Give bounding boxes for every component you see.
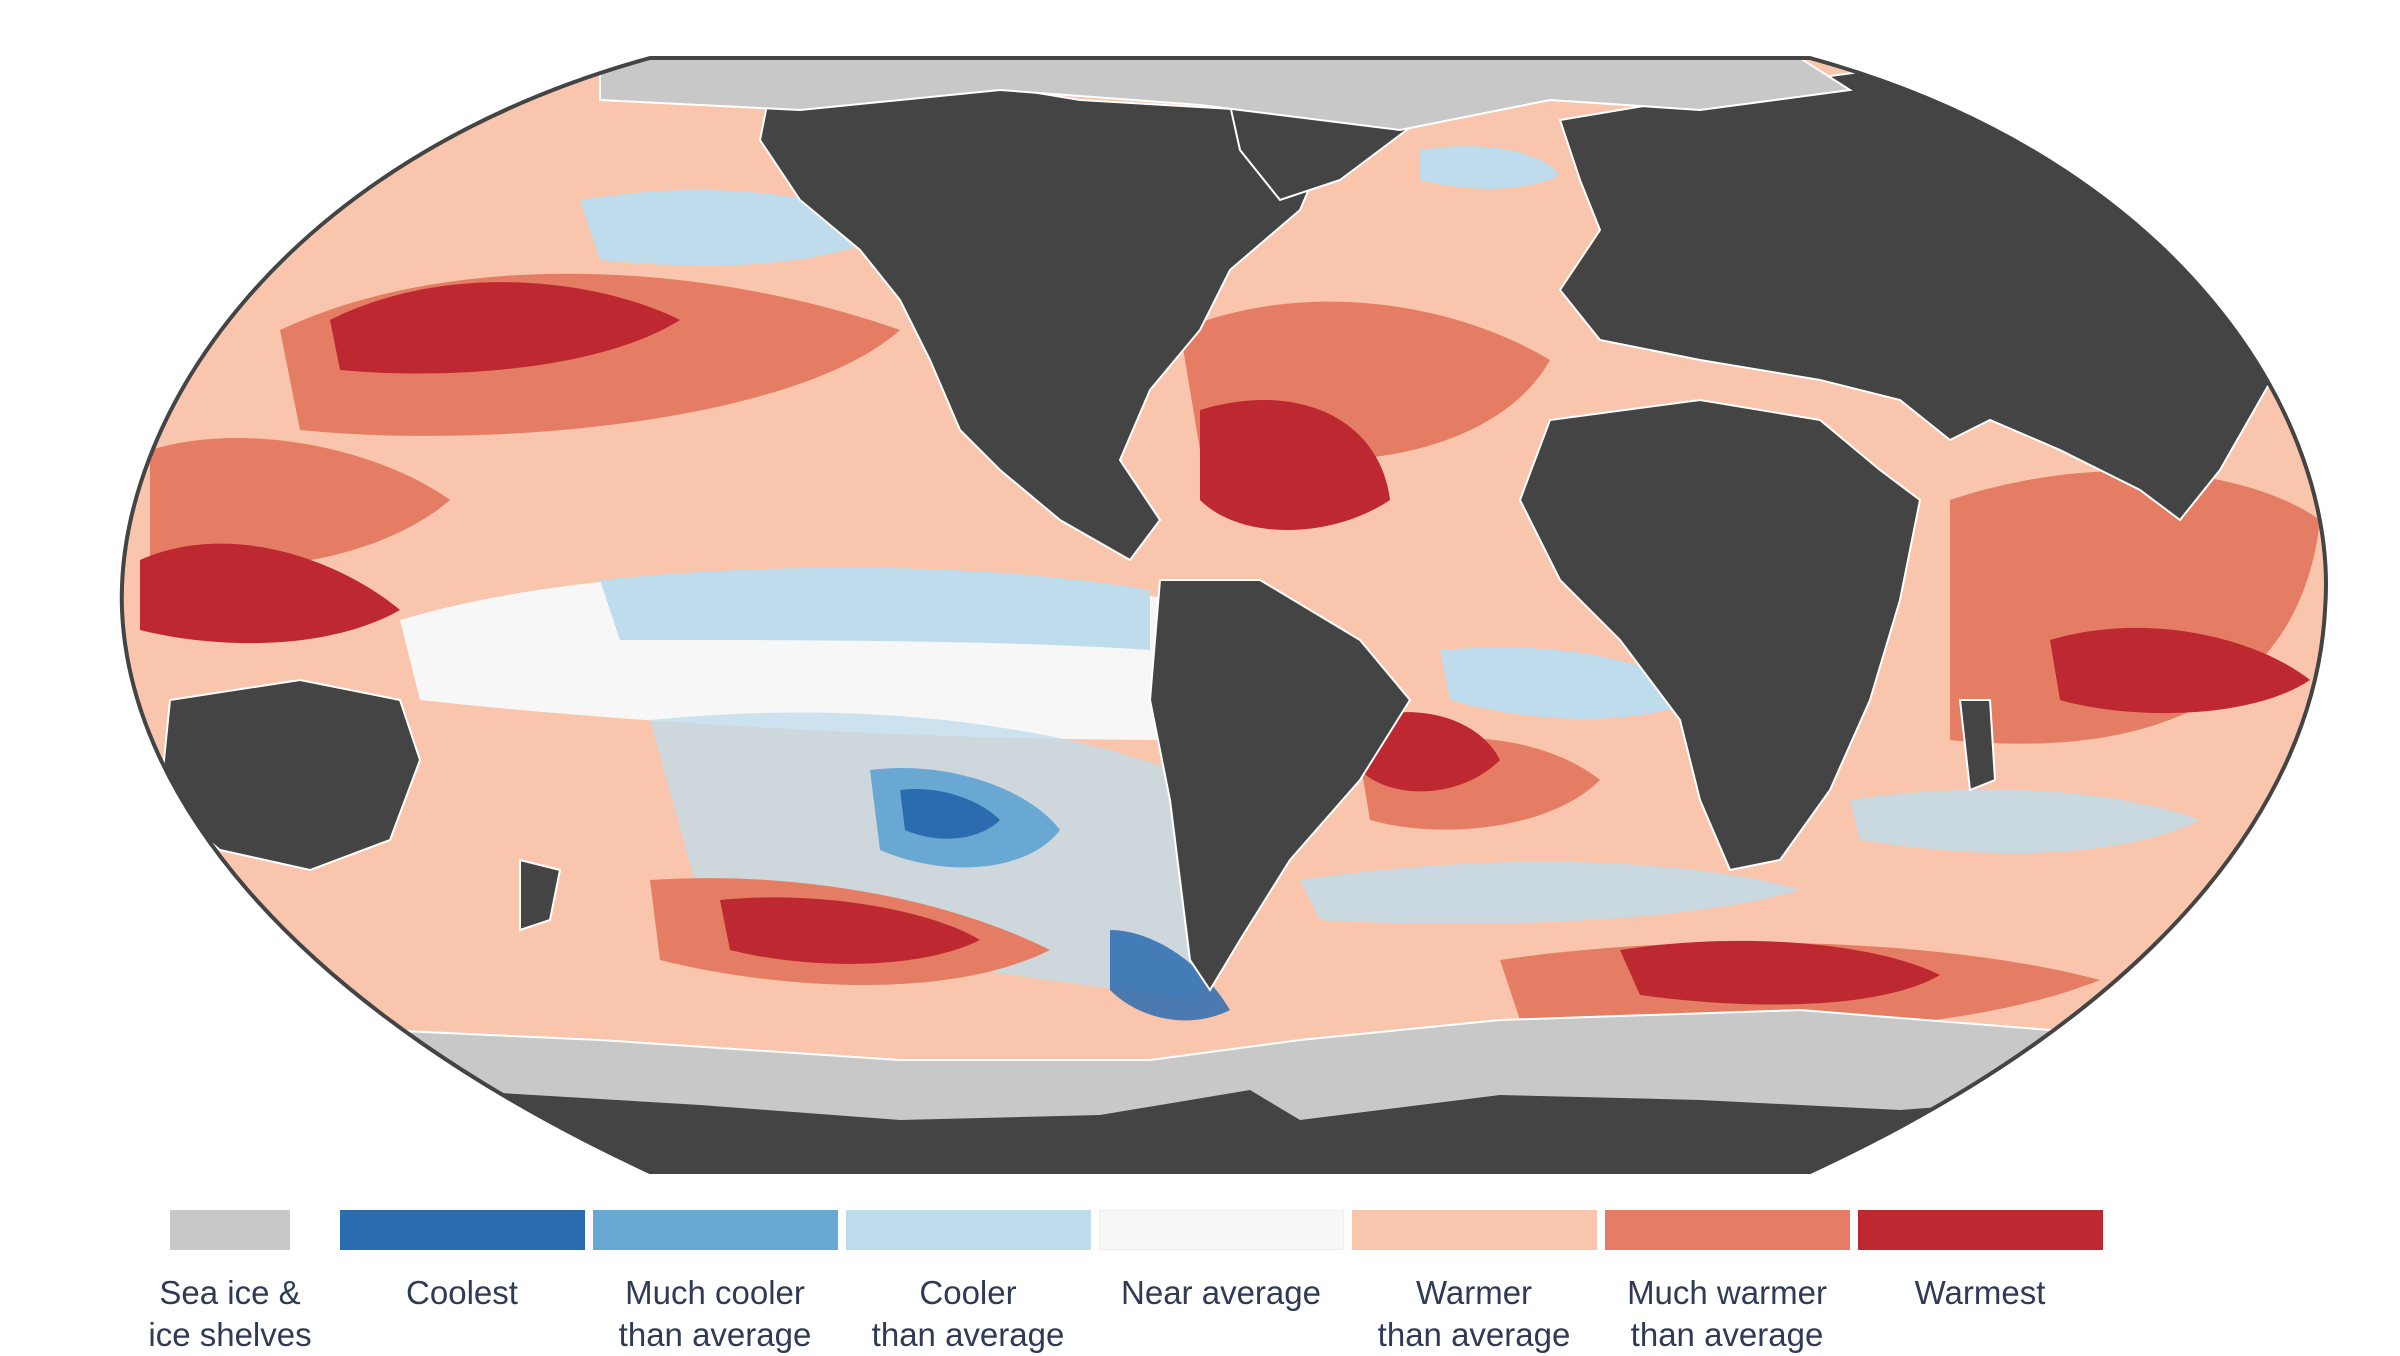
southern-ocean-cooler-1 [1300, 861, 1800, 924]
legend-label-much-warmer: Much warmer than average [1627, 1274, 1827, 1353]
drake-passage-coolest [1110, 930, 1230, 1021]
legend-label-near-average: Near average [1121, 1274, 1321, 1311]
indian-ocean-warmest [2050, 627, 2310, 714]
legend-swatch-cooler [846, 1210, 1091, 1250]
legend-swatch-much-cooler [593, 1210, 838, 1250]
legend-label-cooler: Cooler than average [871, 1274, 1065, 1353]
new-zealand [519, 858, 562, 932]
africa [1518, 398, 1922, 872]
legend-swatch-sea-ice [170, 1210, 290, 1250]
pacific-cooler-band [600, 567, 1150, 650]
west-pacific-much-warmer [150, 438, 450, 568]
legend-label-much-cooler: Much cooler than average [618, 1274, 812, 1353]
legend-swatch-near-average [1099, 1210, 1344, 1250]
madagascar [1958, 699, 1997, 792]
north-atlantic-cooler [1420, 146, 1560, 189]
caribbean-atlantic-warmest [1200, 400, 1390, 530]
north-pacific-warmest [330, 282, 680, 374]
legend-swatch-coolest [340, 1210, 585, 1250]
legend-swatch-warmest [1858, 1210, 2103, 1250]
antarctic-land [350, 1090, 2200, 1172]
legend-label-warmer: Warmer than average [1377, 1274, 1571, 1353]
legend-swatch-much-warmer [1605, 1210, 1850, 1250]
australia [158, 678, 422, 872]
south-atlantic-cooler [1440, 647, 1700, 719]
globe-outline [119, 56, 2328, 1174]
west-pacific-warmest [140, 543, 400, 644]
south-america [1148, 579, 1412, 992]
legend-swatch-warmer [1352, 1210, 1597, 1250]
legend-label-coolest: Coolest [406, 1274, 518, 1311]
legend-label-warmest: Warmest [1914, 1274, 2046, 1311]
legend: Sea ice & ice shelves Coolest Much cooler … [0, 1210, 2400, 1353]
legend-label-sea-ice: Sea ice & ice shelves [148, 1274, 312, 1353]
south-atlantic-warmest [1360, 712, 1500, 792]
south-pacific-coolest [900, 789, 1000, 839]
south-pacific-warmest [720, 897, 980, 964]
world-map [119, 56, 2328, 1174]
southern-ocean-cooler-2 [1850, 789, 2200, 854]
arctic-sea-ice [599, 58, 1853, 132]
southern-ocean-warmest [1620, 940, 1940, 1005]
